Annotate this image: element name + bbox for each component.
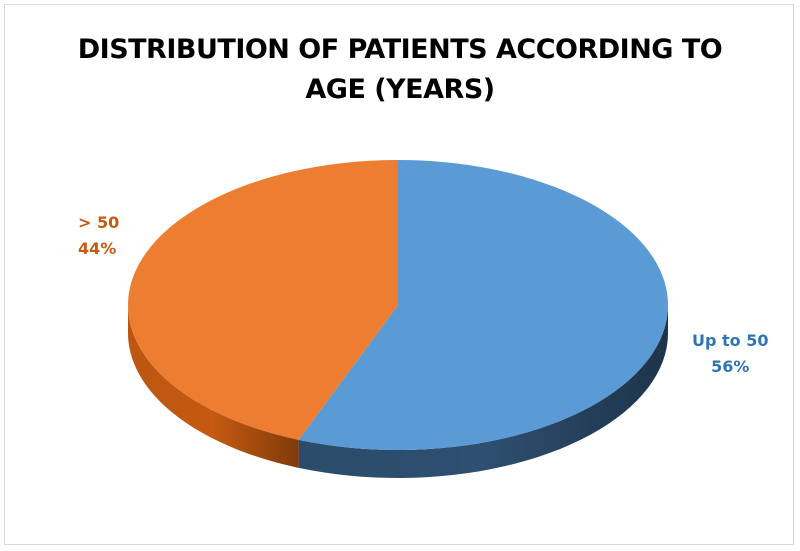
slice-label-name: Up to 50	[692, 331, 769, 350]
slice-label-up-to-50: Up to 50 56%	[692, 328, 769, 380]
chart-frame	[4, 4, 794, 545]
pie-slice-1	[128, 160, 398, 440]
pie-slice-0	[298, 160, 668, 450]
title-line-1: DISTRIBUTION OF PATIENTS ACCORDING TO	[77, 34, 723, 65]
slice-label-name: > 50	[78, 213, 120, 232]
chart-title: DISTRIBUTION OF PATIENTS ACCORDING TO AG…	[0, 30, 800, 110]
title-line-2: AGE (YEARS)	[305, 74, 495, 105]
slice-label-value: 44%	[78, 239, 117, 258]
slice-label-value: 56%	[711, 357, 750, 376]
slice-label-over-50: > 50 44%	[78, 210, 119, 262]
pie-side-shade-1	[128, 305, 299, 468]
pie-side-shade-0	[298, 305, 668, 478]
